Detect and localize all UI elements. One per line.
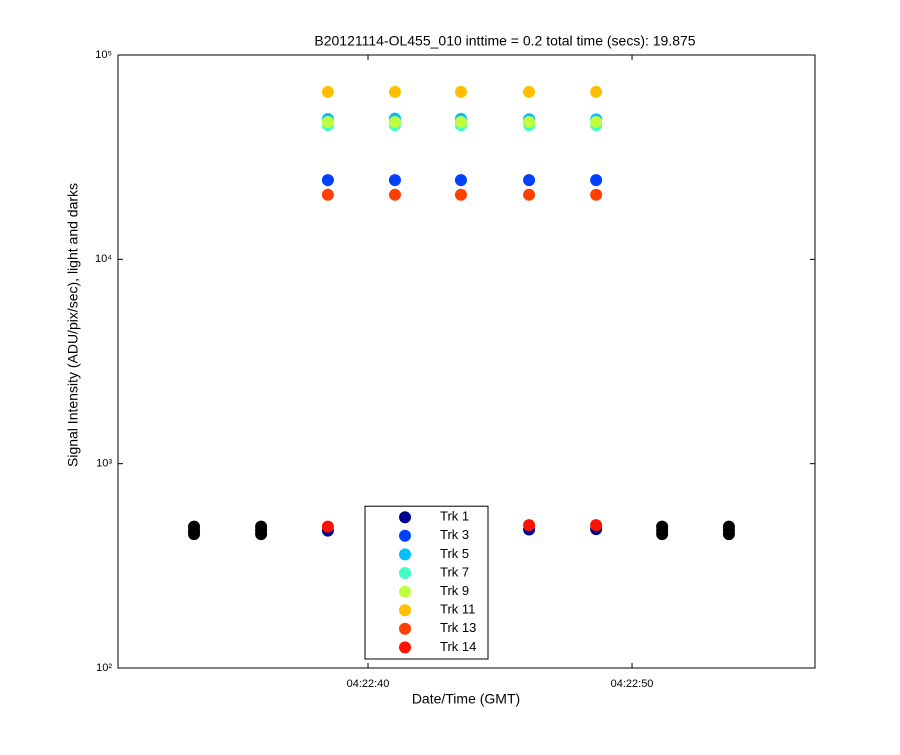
- point: [722, 528, 735, 541]
- point: [388, 174, 401, 187]
- point: [454, 188, 467, 201]
- y-axis-label: Signal Intensity (ADU/pix/sec), light an…: [65, 183, 81, 467]
- point: [590, 188, 603, 201]
- point: [388, 85, 401, 98]
- y-tick-label: 10⁴: [95, 253, 112, 265]
- point: [590, 85, 603, 98]
- legend-marker: [399, 529, 411, 542]
- legend-label: Trk 7: [440, 564, 469, 579]
- point: [523, 85, 536, 98]
- x-axis-label: Date/Time (GMT): [412, 691, 520, 707]
- point: [454, 85, 467, 98]
- legend-marker: [399, 567, 411, 579]
- point: [523, 519, 536, 532]
- x-tick-label: 04:22:50: [611, 678, 654, 690]
- point: [590, 116, 603, 129]
- legend-label: Trk 5: [440, 546, 469, 561]
- legend-marker: [399, 641, 411, 654]
- point: [255, 528, 268, 541]
- x-tick-label: 04:22:40: [347, 678, 390, 690]
- legend-label: Trk 1: [440, 509, 469, 524]
- point: [523, 174, 536, 187]
- legend-label: Trk 13: [440, 620, 476, 635]
- legend-box: [364, 505, 489, 660]
- legend-marker: [399, 585, 411, 598]
- point: [321, 520, 334, 533]
- point: [321, 174, 334, 187]
- point: [321, 85, 334, 98]
- legend-label: Trk 9: [440, 583, 469, 598]
- legend-marker: [399, 604, 411, 617]
- point: [388, 116, 401, 129]
- point: [188, 528, 201, 541]
- point: [454, 174, 467, 187]
- legend-label: Trk 14: [440, 639, 476, 654]
- point: [321, 116, 334, 129]
- point: [523, 188, 536, 201]
- legend-label: Trk 11: [440, 602, 475, 617]
- legend-marker: [399, 511, 411, 524]
- y-tick-label: 10⁵: [95, 49, 112, 61]
- point: [454, 116, 467, 129]
- point: [656, 528, 669, 541]
- y-tick-label: 10³: [96, 458, 112, 470]
- legend-marker: [399, 548, 411, 561]
- point: [590, 174, 603, 187]
- y-tick-label: 10²: [96, 662, 112, 674]
- point: [388, 188, 401, 201]
- point: [321, 188, 334, 201]
- point: [523, 116, 536, 129]
- legend-label: Trk 3: [440, 527, 469, 542]
- legend-marker: [399, 622, 411, 635]
- point: [590, 519, 603, 532]
- chart-title: B20121114-OL455_010 inttime = 0.2 total …: [314, 33, 695, 49]
